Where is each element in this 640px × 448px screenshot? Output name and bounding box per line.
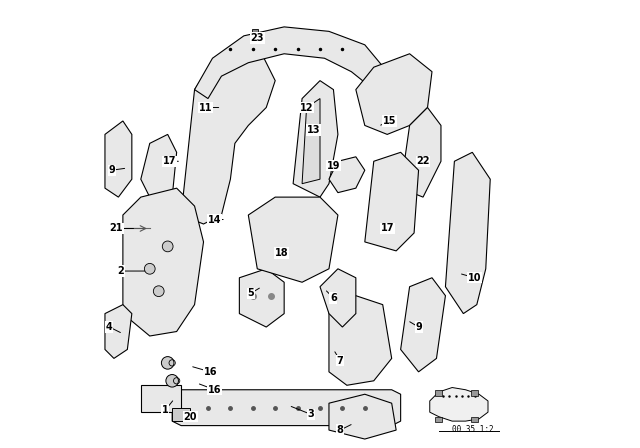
Text: 18: 18: [275, 248, 289, 258]
Text: 8: 8: [337, 425, 344, 435]
Polygon shape: [123, 188, 204, 336]
Polygon shape: [356, 54, 432, 134]
Polygon shape: [430, 388, 488, 421]
Circle shape: [166, 375, 179, 387]
Text: 4: 4: [106, 322, 113, 332]
Text: 9: 9: [415, 322, 422, 332]
Circle shape: [145, 263, 155, 274]
Text: 1: 1: [162, 405, 169, 415]
Polygon shape: [105, 121, 132, 197]
Text: 23: 23: [250, 33, 264, 43]
Bar: [471, 417, 478, 422]
Text: 20: 20: [183, 412, 197, 422]
Circle shape: [163, 241, 173, 252]
Bar: [471, 390, 478, 396]
Polygon shape: [365, 152, 419, 251]
Polygon shape: [293, 81, 338, 197]
Polygon shape: [445, 152, 490, 314]
Text: 13: 13: [307, 125, 320, 135]
Polygon shape: [320, 269, 356, 327]
Text: 11: 11: [199, 103, 212, 112]
Text: 00 35 1:2: 00 35 1:2: [451, 425, 493, 434]
Text: 10: 10: [468, 273, 481, 283]
Polygon shape: [172, 408, 190, 421]
Text: 15: 15: [383, 116, 396, 126]
Circle shape: [154, 286, 164, 297]
Text: 14: 14: [208, 215, 221, 224]
Circle shape: [161, 357, 174, 369]
Polygon shape: [105, 305, 132, 358]
Text: 16: 16: [204, 367, 217, 377]
Text: 5: 5: [247, 289, 254, 298]
Text: 17: 17: [380, 224, 394, 233]
Polygon shape: [141, 385, 181, 412]
Polygon shape: [172, 390, 401, 426]
Text: 2: 2: [117, 266, 124, 276]
Text: 3: 3: [308, 409, 314, 419]
Text: 22: 22: [416, 156, 430, 166]
Polygon shape: [181, 45, 275, 224]
Polygon shape: [329, 296, 392, 385]
Bar: [435, 390, 442, 396]
Polygon shape: [302, 99, 320, 184]
Text: 21: 21: [109, 224, 123, 233]
Polygon shape: [239, 269, 284, 327]
Text: 19: 19: [326, 161, 340, 171]
Text: 7: 7: [337, 356, 344, 366]
Polygon shape: [248, 197, 338, 282]
Text: 17: 17: [163, 156, 177, 166]
Polygon shape: [401, 108, 441, 197]
Text: 9: 9: [108, 165, 115, 175]
Polygon shape: [329, 394, 396, 439]
Bar: [435, 417, 442, 422]
Text: 12: 12: [300, 103, 314, 112]
Polygon shape: [195, 27, 387, 99]
Text: 6: 6: [330, 293, 337, 303]
Polygon shape: [329, 157, 365, 193]
Polygon shape: [401, 278, 445, 372]
Polygon shape: [141, 134, 177, 206]
Text: 16: 16: [208, 385, 221, 395]
